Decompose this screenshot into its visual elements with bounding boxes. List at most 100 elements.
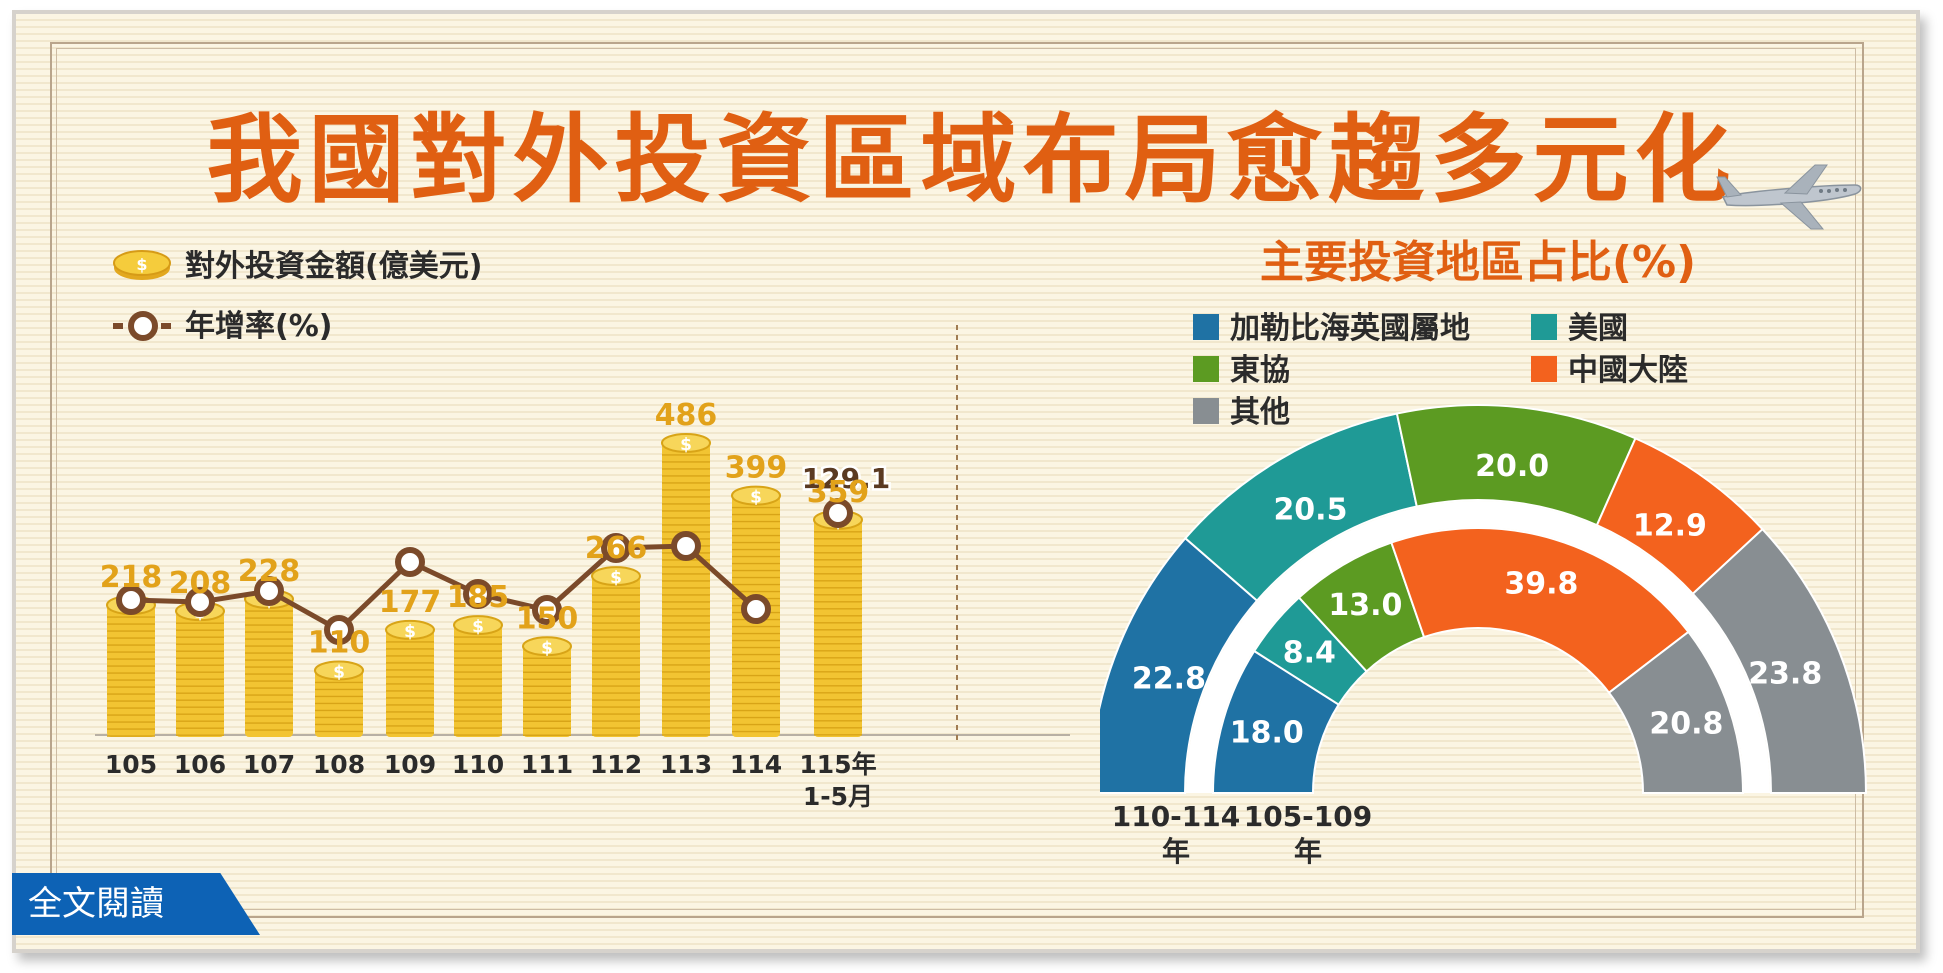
x-tick-label: 115年	[799, 750, 876, 779]
x-tick-label: 107	[243, 750, 295, 779]
bar-value-label: 150	[516, 601, 579, 636]
donut-legend-item: 東協	[1193, 353, 1290, 388]
growth-point	[395, 547, 425, 577]
growth-point	[532, 595, 562, 625]
bar: $	[385, 619, 435, 737]
x-tick-label: 114	[730, 750, 782, 779]
bar-value-label: 266	[585, 531, 648, 566]
legend-label: 加勒比海英國屬地	[1230, 311, 1470, 346]
growth-point	[324, 615, 354, 645]
donut-title: 主要投資地區占比(%)	[1260, 237, 1696, 288]
inner-frame-inner	[56, 48, 1856, 910]
investment-bar-chart: $ 對外投資金額(億美元) 年增率(%) $$$$$$$$$$$ 129.1 2…	[95, 249, 1070, 811]
slice-value-label: 12.9	[1633, 509, 1707, 544]
donut-slice	[1607, 630, 1745, 794]
growth-line	[130, 543, 758, 634]
bar-value-label: 177	[379, 585, 442, 620]
slice-value-label: 23.8	[1748, 656, 1822, 691]
legend-swatch	[1531, 314, 1557, 340]
legend-swatch	[1193, 356, 1219, 382]
legend-growth-label: 年增率(%)	[185, 309, 332, 344]
x-tick-label: 108	[313, 750, 365, 779]
bar-value-label: 228	[238, 554, 301, 589]
bars: $$$$$$$$$$$	[106, 432, 863, 737]
x-tick-label: 105	[105, 750, 157, 779]
bar: $	[522, 636, 572, 737]
bar-value-label: 218	[100, 560, 163, 595]
read-full-text-button[interactable]: 全文閱讀	[12, 873, 260, 935]
legend-swatch	[1193, 398, 1219, 424]
legend-amount: $ 對外投資金額(億美元)	[113, 249, 482, 284]
svg-text:$: $	[541, 638, 553, 658]
donut-slice	[1390, 527, 1690, 695]
growth-point	[671, 531, 701, 561]
bar: $	[175, 601, 225, 737]
inner-frame	[50, 42, 1864, 918]
growth-point	[741, 594, 771, 624]
svg-text:$: $	[136, 255, 147, 274]
slice-value-label: 39.8	[1504, 566, 1578, 601]
legend-swatch	[1193, 314, 1219, 340]
x-tick-label: 1-5月	[803, 782, 873, 811]
growth-value-label: 129.1	[802, 462, 891, 495]
outer-ring-110-114	[1100, 403, 1868, 794]
growth-point	[463, 579, 493, 609]
slice-value-label: 20.8	[1649, 706, 1723, 741]
growth-marker-icon	[128, 311, 158, 341]
legend-label: 美國	[1568, 311, 1628, 346]
growth-point	[601, 533, 631, 563]
svg-text:$: $	[750, 488, 762, 508]
inner-ring-label-2: 年	[1294, 835, 1322, 868]
legend-swatch	[1531, 356, 1557, 382]
bar-value-label: 399	[725, 451, 788, 486]
legend-growth: 年增率(%)	[113, 309, 332, 344]
outer-ring-label-2: 年	[1162, 835, 1190, 868]
airplane-icon	[1716, 164, 1862, 230]
x-tick-label: 112	[590, 750, 642, 779]
svg-text:$: $	[680, 435, 692, 455]
inner-ring-label-1: 105-109	[1244, 800, 1373, 833]
bar-value-label: 208	[169, 566, 232, 601]
x-tick-label: 109	[384, 750, 436, 779]
growth-point	[116, 585, 146, 615]
bar-value-label: 486	[655, 398, 718, 433]
bar: $	[453, 615, 503, 737]
ring-value-labels: 22.8 20.5 20.0 12.9 23.8 18.0 8.4 13.0 39.8 20.8	[1132, 449, 1822, 751]
legend-label: 其他	[1230, 395, 1290, 430]
bar-value-label: 110	[308, 625, 371, 660]
bar: $	[314, 660, 364, 737]
legend-label: 東協	[1230, 353, 1290, 388]
donut-legend-item: 其他	[1193, 395, 1290, 430]
x-axis-labels: 105 106 107 108 109 110 111 112 113 114 115年 1-5月	[105, 750, 877, 811]
growth-point	[185, 587, 215, 617]
bar-value-label: 359	[807, 475, 870, 510]
page-title: 我國對外投資區域布局愈趨多元化	[206, 104, 1737, 216]
legend-amount-label: 對外投資金額(億美元)	[185, 249, 482, 284]
slice-value-label: 8.4	[1283, 636, 1336, 671]
bar: $	[591, 566, 641, 737]
growth-point	[823, 498, 853, 528]
slice-value-label: 20.0	[1475, 449, 1549, 484]
slice-value-label: 18.0	[1230, 716, 1304, 751]
svg-text:$: $	[404, 622, 416, 642]
inner-ring-105-109	[1211, 527, 1745, 794]
svg-text:$: $	[610, 568, 622, 588]
bar: $	[813, 509, 863, 737]
outer-ring-label-1: 110-114	[1112, 800, 1241, 833]
x-tick-label: 111	[521, 750, 573, 779]
donut-legend-item: 美國	[1531, 311, 1628, 346]
x-tick-label: 113	[660, 750, 712, 779]
donut-legend-item: 中國大陸	[1531, 353, 1688, 388]
bar: $	[106, 595, 156, 737]
bar-value-label: 185	[447, 580, 510, 615]
bar: $	[244, 589, 294, 737]
x-tick-label: 110	[452, 750, 504, 779]
x-tick-label: 106	[174, 750, 226, 779]
donut-legend-item: 加勒比海英國屬地	[1193, 311, 1470, 346]
growth-point	[254, 576, 284, 606]
donut-slice	[1691, 527, 1868, 794]
slice-value-label: 13.0	[1328, 588, 1402, 623]
svg-text:$: $	[472, 617, 484, 637]
